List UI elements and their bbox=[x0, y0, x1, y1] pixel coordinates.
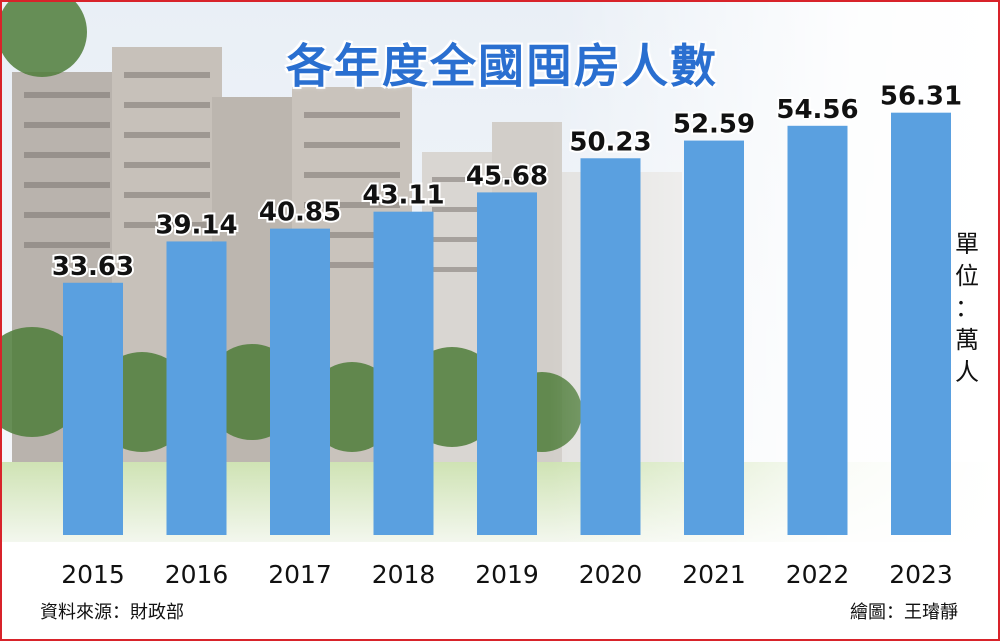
value-label-2021: 52.59 bbox=[673, 110, 755, 140]
value-label-2023: 56.31 bbox=[880, 82, 962, 112]
bar-2017 bbox=[270, 228, 330, 535]
bar-2020 bbox=[580, 158, 641, 535]
bar-2019 bbox=[477, 192, 537, 535]
x-tick-label-2022: 2022 bbox=[786, 560, 850, 589]
value-label-2018: 43.11 bbox=[362, 181, 444, 211]
chart-title: 各年度全國囤房人數 bbox=[286, 39, 718, 93]
value-label-2017: 40.85 bbox=[259, 198, 341, 228]
bar-2018 bbox=[373, 211, 434, 536]
bar-2023 bbox=[891, 112, 951, 536]
x-tick-label-2019: 2019 bbox=[475, 560, 539, 589]
x-tick-label-2021: 2021 bbox=[682, 560, 746, 589]
x-tick-label-2016: 2016 bbox=[165, 560, 229, 589]
bar-2015 bbox=[63, 282, 123, 535]
value-label-2015: 33.63 bbox=[52, 252, 134, 282]
bar-2016 bbox=[166, 241, 227, 535]
value-label-2019: 45.68 bbox=[466, 161, 548, 191]
x-tick-label-2015: 2015 bbox=[61, 560, 125, 589]
x-tick-label-2017: 2017 bbox=[268, 560, 332, 589]
value-label-2020: 50.23 bbox=[569, 127, 651, 157]
source-note: 資料來源：財政部 bbox=[40, 602, 184, 623]
x-tick-label-2023: 2023 bbox=[889, 560, 953, 589]
bar-2021 bbox=[684, 140, 744, 535]
bar-2022 bbox=[787, 125, 848, 536]
credit-note: 繪圖：王璿靜 bbox=[850, 602, 958, 623]
value-label-2016: 39.14 bbox=[155, 210, 237, 240]
x-tick-label-2020: 2020 bbox=[579, 560, 643, 589]
x-tick-label-2018: 2018 bbox=[372, 560, 436, 589]
value-label-2022: 54.56 bbox=[776, 95, 858, 125]
unit-label: 單 位 ： 萬 人 bbox=[955, 230, 979, 386]
